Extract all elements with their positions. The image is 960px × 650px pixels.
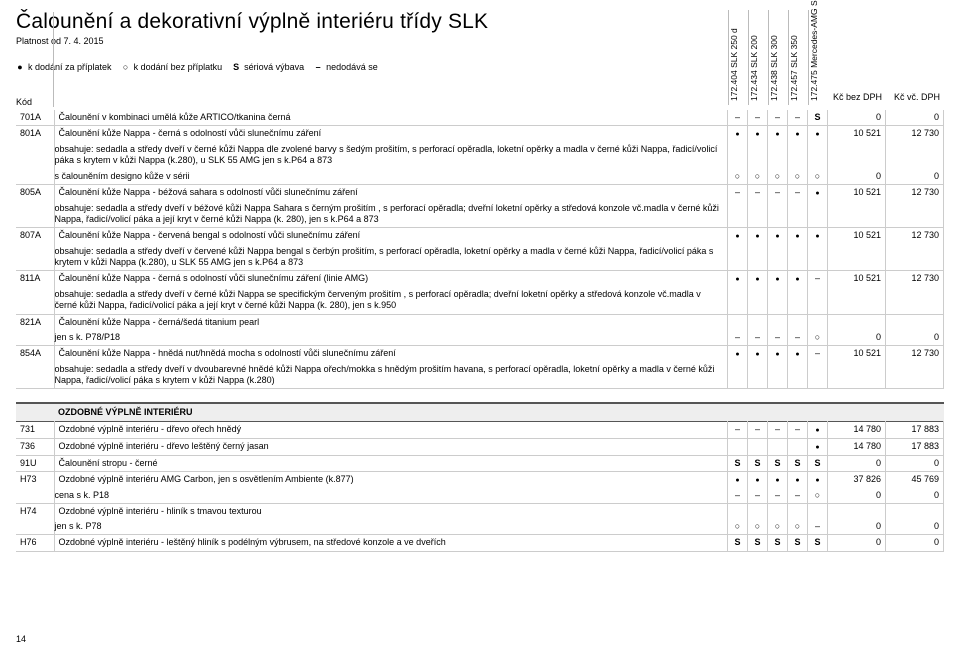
table-row: obsahuje: sedadla a středy dveří v červe… [16, 244, 944, 271]
vehicle-col-0: 172.404 SLK 250 d [728, 10, 748, 105]
table-row: H74Ozdobné výplně interiéru - hliník s t… [16, 503, 944, 519]
vehicle-col-2: 172.438 SLK 300 [768, 10, 788, 105]
table-row: 854AČalounění kůže Nappa - hnědá nut/hně… [16, 346, 944, 362]
legend-ring: k dodání bez příplatku [134, 62, 223, 72]
table-row: H73Ozdobné výplně interiéru AMG Carbon, … [16, 471, 944, 487]
table-row: 805AČalounění kůže Nappa - béžová sahara… [16, 184, 944, 200]
legend-s: sériová výbava [244, 62, 304, 72]
table-row: cena s k. P1800 [16, 488, 944, 504]
table-row: 801AČalounění kůže Nappa - černá s odoln… [16, 126, 944, 142]
code-column-header: Kód [16, 12, 54, 107]
table-row: jen s k. P78/P1800 [16, 330, 944, 346]
options-table: 701AČalounění v kombinaci umělá kůže ART… [16, 110, 944, 552]
table-row: obsahuje: sedadla a středy dveří v béžov… [16, 201, 944, 228]
table-row: 821AČalounění kůže Nappa - černá/šedá ti… [16, 314, 944, 330]
table-row: obsahuje: sedadla a středy dveří v černé… [16, 287, 944, 314]
vehicle-col-1: 172.434 SLK 200 [748, 10, 768, 105]
table-row: 91UČalounění stropu - černé00 [16, 455, 944, 471]
table-row: 811AČalounění kůže Nappa - černá s odoln… [16, 271, 944, 287]
table-row: jen s k. P7800 [16, 519, 944, 535]
table-row: 807AČalounění kůže Nappa - červená benga… [16, 228, 944, 244]
page-header: Kód Čalounění a dekorativní výplně inter… [16, 10, 944, 110]
table-row: obsahuje: sedadla a středy dveří v dvoub… [16, 362, 944, 389]
price-header-net: Kč bez DPH [828, 10, 886, 105]
table-row: obsahuje: sedadla a středy dveří v černé… [16, 142, 944, 169]
page-number: 14 [16, 634, 26, 644]
table-row: 731Ozdobné výplně interiéru - dřevo ořec… [16, 422, 944, 439]
section-row: OZDOBNÉ VÝPLNĚ INTERIÉRU [16, 403, 944, 422]
vehicle-col-4: 172.475 Mercedes-AMG SLK 55 [808, 10, 828, 105]
column-headers: 172.404 SLK 250 d 172.434 SLK 200 172.43… [728, 10, 944, 105]
table-row: H76Ozdobné výplně interiéru - leštěný hl… [16, 535, 944, 551]
table-row: s čalouněním designo kůže v sérii00 [16, 169, 944, 185]
table-row: 701AČalounění v kombinaci umělá kůže ART… [16, 110, 944, 126]
table-row: 736Ozdobné výplně interiéru - dřevo lešt… [16, 438, 944, 455]
legend-dash: nedodává se [326, 62, 378, 72]
vehicle-col-3: 172.457 SLK 350 [788, 10, 808, 105]
price-header-gross: Kč vč. DPH [886, 10, 944, 105]
